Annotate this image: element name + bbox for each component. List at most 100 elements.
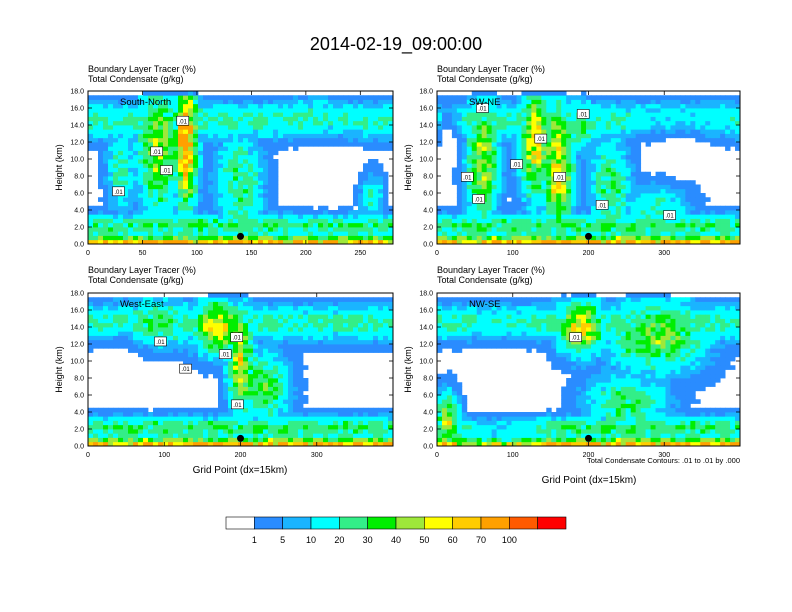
field-cell — [208, 318, 214, 324]
field-cell — [471, 103, 478, 109]
field-cell — [243, 133, 249, 139]
field-cell — [88, 210, 94, 215]
field-cell — [88, 318, 94, 324]
field-cell — [561, 137, 567, 143]
field-cell — [103, 433, 109, 438]
field-cell — [725, 137, 731, 143]
field-cell — [158, 154, 164, 160]
field-cell — [595, 231, 602, 236]
field-cell — [605, 125, 612, 130]
field-cell — [103, 327, 109, 332]
field-cell — [451, 112, 458, 117]
field-cell — [323, 239, 329, 245]
field-cell — [143, 239, 149, 245]
field-cell — [536, 99, 542, 105]
field-cell — [451, 176, 458, 181]
field-cell — [670, 95, 676, 100]
field-cell — [373, 125, 379, 130]
field-cell — [561, 159, 567, 164]
field-cell — [278, 420, 284, 426]
field-cell — [183, 231, 189, 236]
field-cell — [576, 167, 582, 173]
field-cell — [571, 150, 577, 156]
field-cell — [153, 424, 159, 430]
field-cell — [183, 129, 189, 134]
field-cell — [536, 103, 542, 109]
field-cell — [278, 133, 284, 139]
field-cell — [541, 193, 547, 198]
field-cell — [511, 176, 517, 181]
field-cell — [238, 142, 244, 147]
field-cell — [258, 339, 264, 345]
field-cell — [153, 210, 159, 215]
field-cell — [288, 437, 294, 443]
field-cell — [581, 180, 587, 185]
field-cell — [198, 235, 204, 241]
field-cell — [645, 193, 651, 198]
field-cell — [168, 348, 174, 353]
field-cell — [486, 150, 493, 156]
field-cell — [283, 120, 289, 126]
field-cell — [143, 210, 149, 215]
field-cell — [188, 407, 194, 413]
field-cell — [283, 214, 289, 219]
field-cell — [685, 210, 691, 215]
field-cell — [238, 188, 244, 194]
field-cell — [388, 218, 394, 224]
field-cell — [153, 184, 159, 190]
field-cell — [93, 210, 99, 215]
field-cell — [383, 227, 389, 232]
field-cell — [223, 95, 229, 100]
field-cell — [451, 103, 458, 109]
field-cell — [108, 314, 114, 319]
field-cell — [228, 310, 234, 315]
field-cell — [218, 184, 224, 190]
field-cell — [128, 301, 134, 307]
field-cell — [243, 331, 249, 336]
field-cell — [228, 420, 234, 426]
field-cell — [541, 112, 547, 117]
field-cell — [128, 95, 134, 100]
field-cell — [660, 184, 666, 190]
field-cell — [610, 133, 617, 139]
field-cell — [128, 112, 134, 117]
field-cell — [173, 205, 179, 211]
field-cell — [531, 193, 537, 198]
field-cell — [223, 322, 229, 328]
field-cell — [456, 197, 463, 202]
field-cell — [521, 133, 527, 139]
field-cell — [363, 193, 369, 198]
field-cell — [660, 227, 666, 232]
field-cell — [278, 424, 284, 430]
field-cell — [720, 99, 726, 105]
field-cell — [680, 205, 686, 211]
field-cell — [338, 112, 344, 117]
field-cell — [228, 227, 234, 232]
field-cell — [551, 108, 557, 113]
field-cell — [203, 227, 209, 232]
field-cell — [273, 218, 279, 224]
field-cell — [715, 214, 721, 219]
field-cell — [531, 129, 537, 134]
field-cell — [248, 103, 254, 109]
field-cell — [625, 201, 632, 207]
field-cell — [233, 188, 239, 194]
field-cell — [163, 129, 169, 134]
contour-label: .01 — [474, 197, 483, 203]
field-cell — [203, 433, 209, 438]
field-cell — [378, 146, 384, 151]
field-cell — [461, 146, 468, 151]
field-cell — [600, 193, 607, 198]
field-cell — [178, 125, 184, 130]
field-cell — [178, 335, 184, 341]
field-cell — [338, 214, 344, 219]
field-cell — [128, 227, 134, 232]
field-cell — [263, 390, 269, 396]
field-cell — [590, 120, 597, 126]
field-cell — [108, 227, 114, 232]
field-cell — [153, 327, 159, 332]
field-cell — [98, 205, 104, 211]
field-cell — [551, 184, 557, 190]
field-cell — [223, 390, 229, 396]
field-cell — [243, 433, 249, 438]
